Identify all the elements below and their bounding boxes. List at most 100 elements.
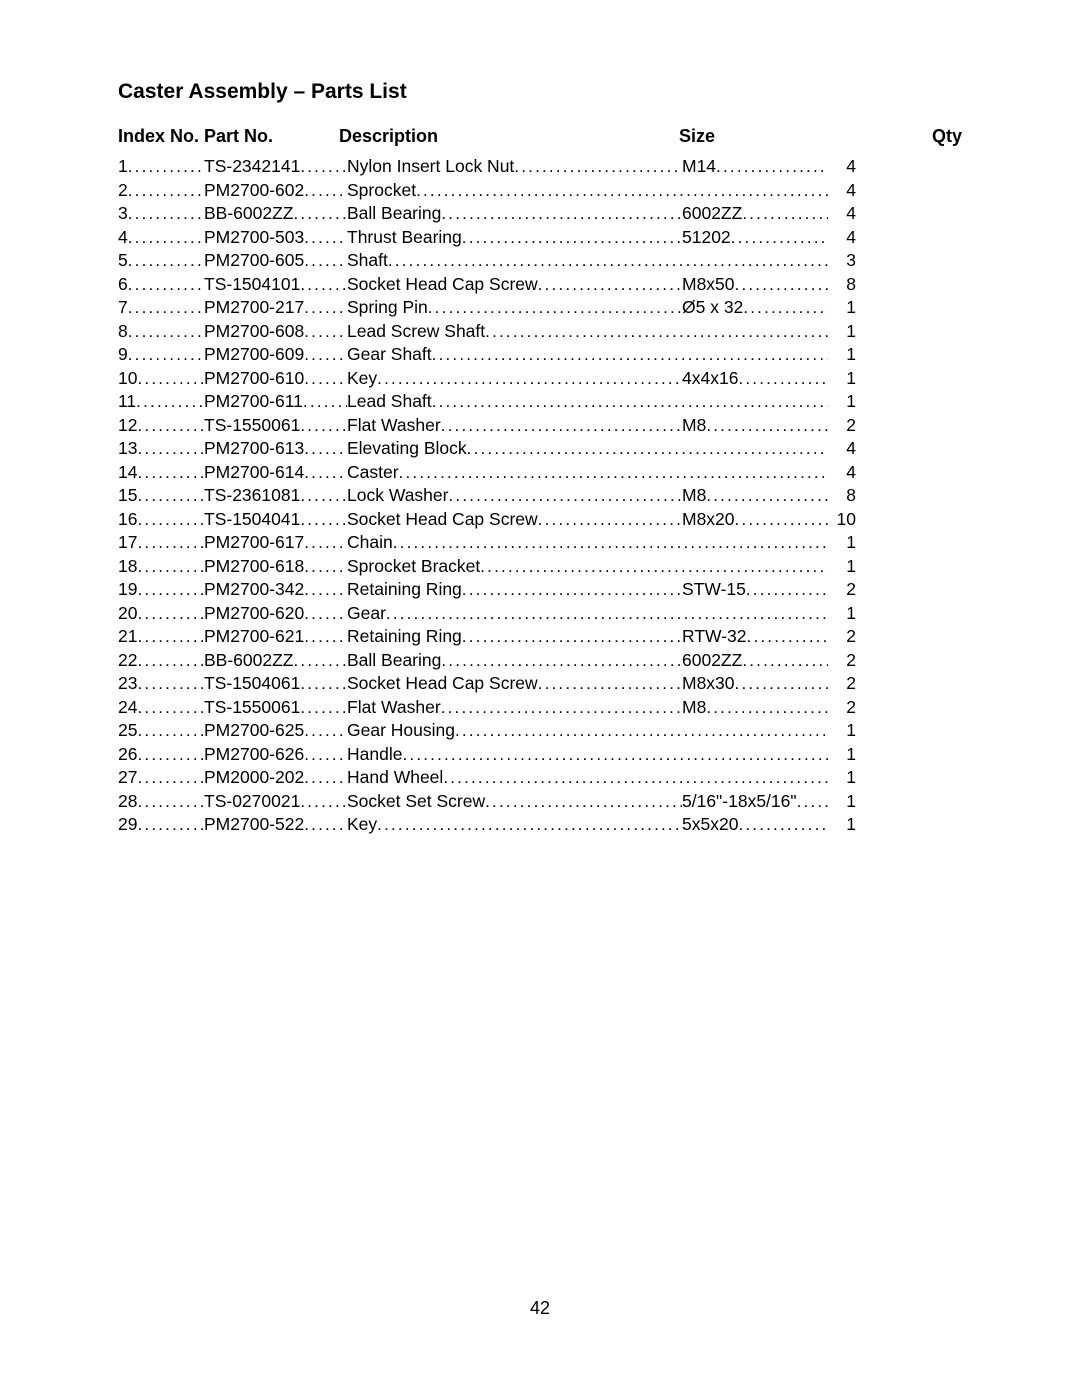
dot-leader — [293, 202, 347, 226]
cell-part: BB-6002ZZ — [204, 202, 347, 226]
cell-qty: 4 — [828, 461, 856, 485]
cell-qty: 2 — [828, 414, 856, 438]
size-value: M8 — [682, 414, 706, 438]
cell-part: PM2700-608 — [204, 320, 347, 344]
cell-description: Key — [347, 367, 682, 391]
cell-index: 20 — [118, 602, 204, 626]
cell-description: Shaft — [347, 249, 828, 273]
qty-value: 4 — [836, 179, 856, 203]
dot-leader — [441, 202, 682, 226]
table-row: 27PM2000-202Hand Wheel 1 — [118, 766, 962, 790]
qty-value: 1 — [836, 367, 856, 391]
qty-value: 1 — [836, 343, 856, 367]
cell-description: Ball Bearing — [347, 649, 682, 673]
cell-size: M8x50 — [682, 273, 828, 297]
table-row: 23TS-1504061Socket Head Cap ScrewM8x30 2 — [118, 672, 962, 696]
description-value: Flat Washer — [347, 414, 441, 438]
cell-part: PM2700-617 — [204, 531, 347, 555]
dot-leader — [480, 555, 828, 579]
size-value: M8x20 — [682, 508, 735, 532]
cell-description: Thrust Bearing — [347, 226, 682, 250]
dot-leader — [137, 813, 204, 837]
dot-leader — [443, 766, 828, 790]
dot-leader — [462, 578, 682, 602]
qty-value: 1 — [836, 602, 856, 626]
dot-leader — [137, 696, 204, 720]
part-value: TS-1504061 — [204, 672, 300, 696]
description-value: Lead Shaft — [347, 390, 432, 414]
cell-description: Socket Set Screw — [347, 790, 682, 814]
cell-description: Lead Shaft — [347, 390, 828, 414]
header-size: Size — [679, 126, 824, 147]
dot-leader — [137, 484, 204, 508]
size-value: 5/16"-18x5/16" — [682, 790, 797, 814]
description-value: Caster — [347, 461, 399, 485]
qty-value: 1 — [836, 555, 856, 579]
parts-list: 1TS-2342141Nylon Insert Lock NutM14 42PM… — [118, 155, 962, 837]
index-value: 19 — [118, 578, 137, 602]
part-value: TS-1504101 — [204, 273, 300, 297]
part-value: PM2700-621 — [204, 625, 304, 649]
dot-leader — [448, 484, 682, 508]
cell-size: M14 — [682, 155, 828, 179]
index-value: 4 — [118, 226, 128, 250]
index-value: 15 — [118, 484, 137, 508]
table-row: 2PM2700-602Sprocket 4 — [118, 179, 962, 203]
qty-value: 1 — [836, 719, 856, 743]
dot-leader — [128, 155, 204, 179]
qty-value: 8 — [836, 484, 856, 508]
dot-leader — [304, 625, 347, 649]
cell-qty: 1 — [828, 790, 856, 814]
dot-leader — [137, 508, 204, 532]
cell-index: 9 — [118, 343, 204, 367]
dot-leader — [388, 249, 828, 273]
dot-leader — [300, 484, 347, 508]
dot-leader — [304, 719, 347, 743]
dot-leader — [706, 484, 828, 508]
cell-qty: 4 — [828, 155, 856, 179]
cell-qty: 2 — [828, 578, 856, 602]
dot-leader — [304, 367, 347, 391]
dot-leader — [304, 249, 347, 273]
dot-leader — [137, 531, 204, 555]
cell-description: Gear Housing — [347, 719, 828, 743]
cell-part: PM2700-522 — [204, 813, 347, 837]
dot-leader — [300, 414, 347, 438]
cell-part: BB-6002ZZ — [204, 649, 347, 673]
description-value: Elevating Block — [347, 437, 467, 461]
dot-leader — [128, 226, 204, 250]
cell-part: PM2700-610 — [204, 367, 347, 391]
cell-qty: 1 — [828, 296, 856, 320]
dot-leader — [304, 555, 347, 579]
part-value: PM2700-522 — [204, 813, 304, 837]
size-value: STW-15 — [682, 578, 746, 602]
cell-qty: 8 — [828, 273, 856, 297]
part-value: PM2700-608 — [204, 320, 304, 344]
cell-description: Ball Bearing — [347, 202, 682, 226]
table-row: 21PM2700-621Retaining RingRTW-32 2 — [118, 625, 962, 649]
index-value: 22 — [118, 649, 137, 673]
cell-size: M8 — [682, 484, 828, 508]
cell-index: 8 — [118, 320, 204, 344]
cell-description: Key — [347, 813, 682, 837]
cell-part: PM2700-609 — [204, 343, 347, 367]
dot-leader — [455, 719, 828, 743]
cell-size: M8x30 — [682, 672, 828, 696]
table-row: 8PM2700-608Lead Screw Shaft 1 — [118, 320, 962, 344]
description-value: Flat Washer — [347, 696, 441, 720]
index-value: 12 — [118, 414, 137, 438]
index-value: 8 — [118, 320, 128, 344]
dot-leader — [735, 508, 828, 532]
cell-qty: 2 — [828, 625, 856, 649]
index-value: 3 — [118, 202, 128, 226]
cell-index: 25 — [118, 719, 204, 743]
qty-value: 2 — [836, 649, 856, 673]
cell-description: Elevating Block — [347, 437, 828, 461]
dot-leader — [731, 226, 828, 250]
cell-qty: 1 — [828, 320, 856, 344]
part-value: TS-1550061 — [204, 696, 300, 720]
qty-value: 1 — [836, 531, 856, 555]
dot-leader — [441, 696, 682, 720]
dot-leader — [485, 790, 682, 814]
dot-leader — [137, 367, 204, 391]
